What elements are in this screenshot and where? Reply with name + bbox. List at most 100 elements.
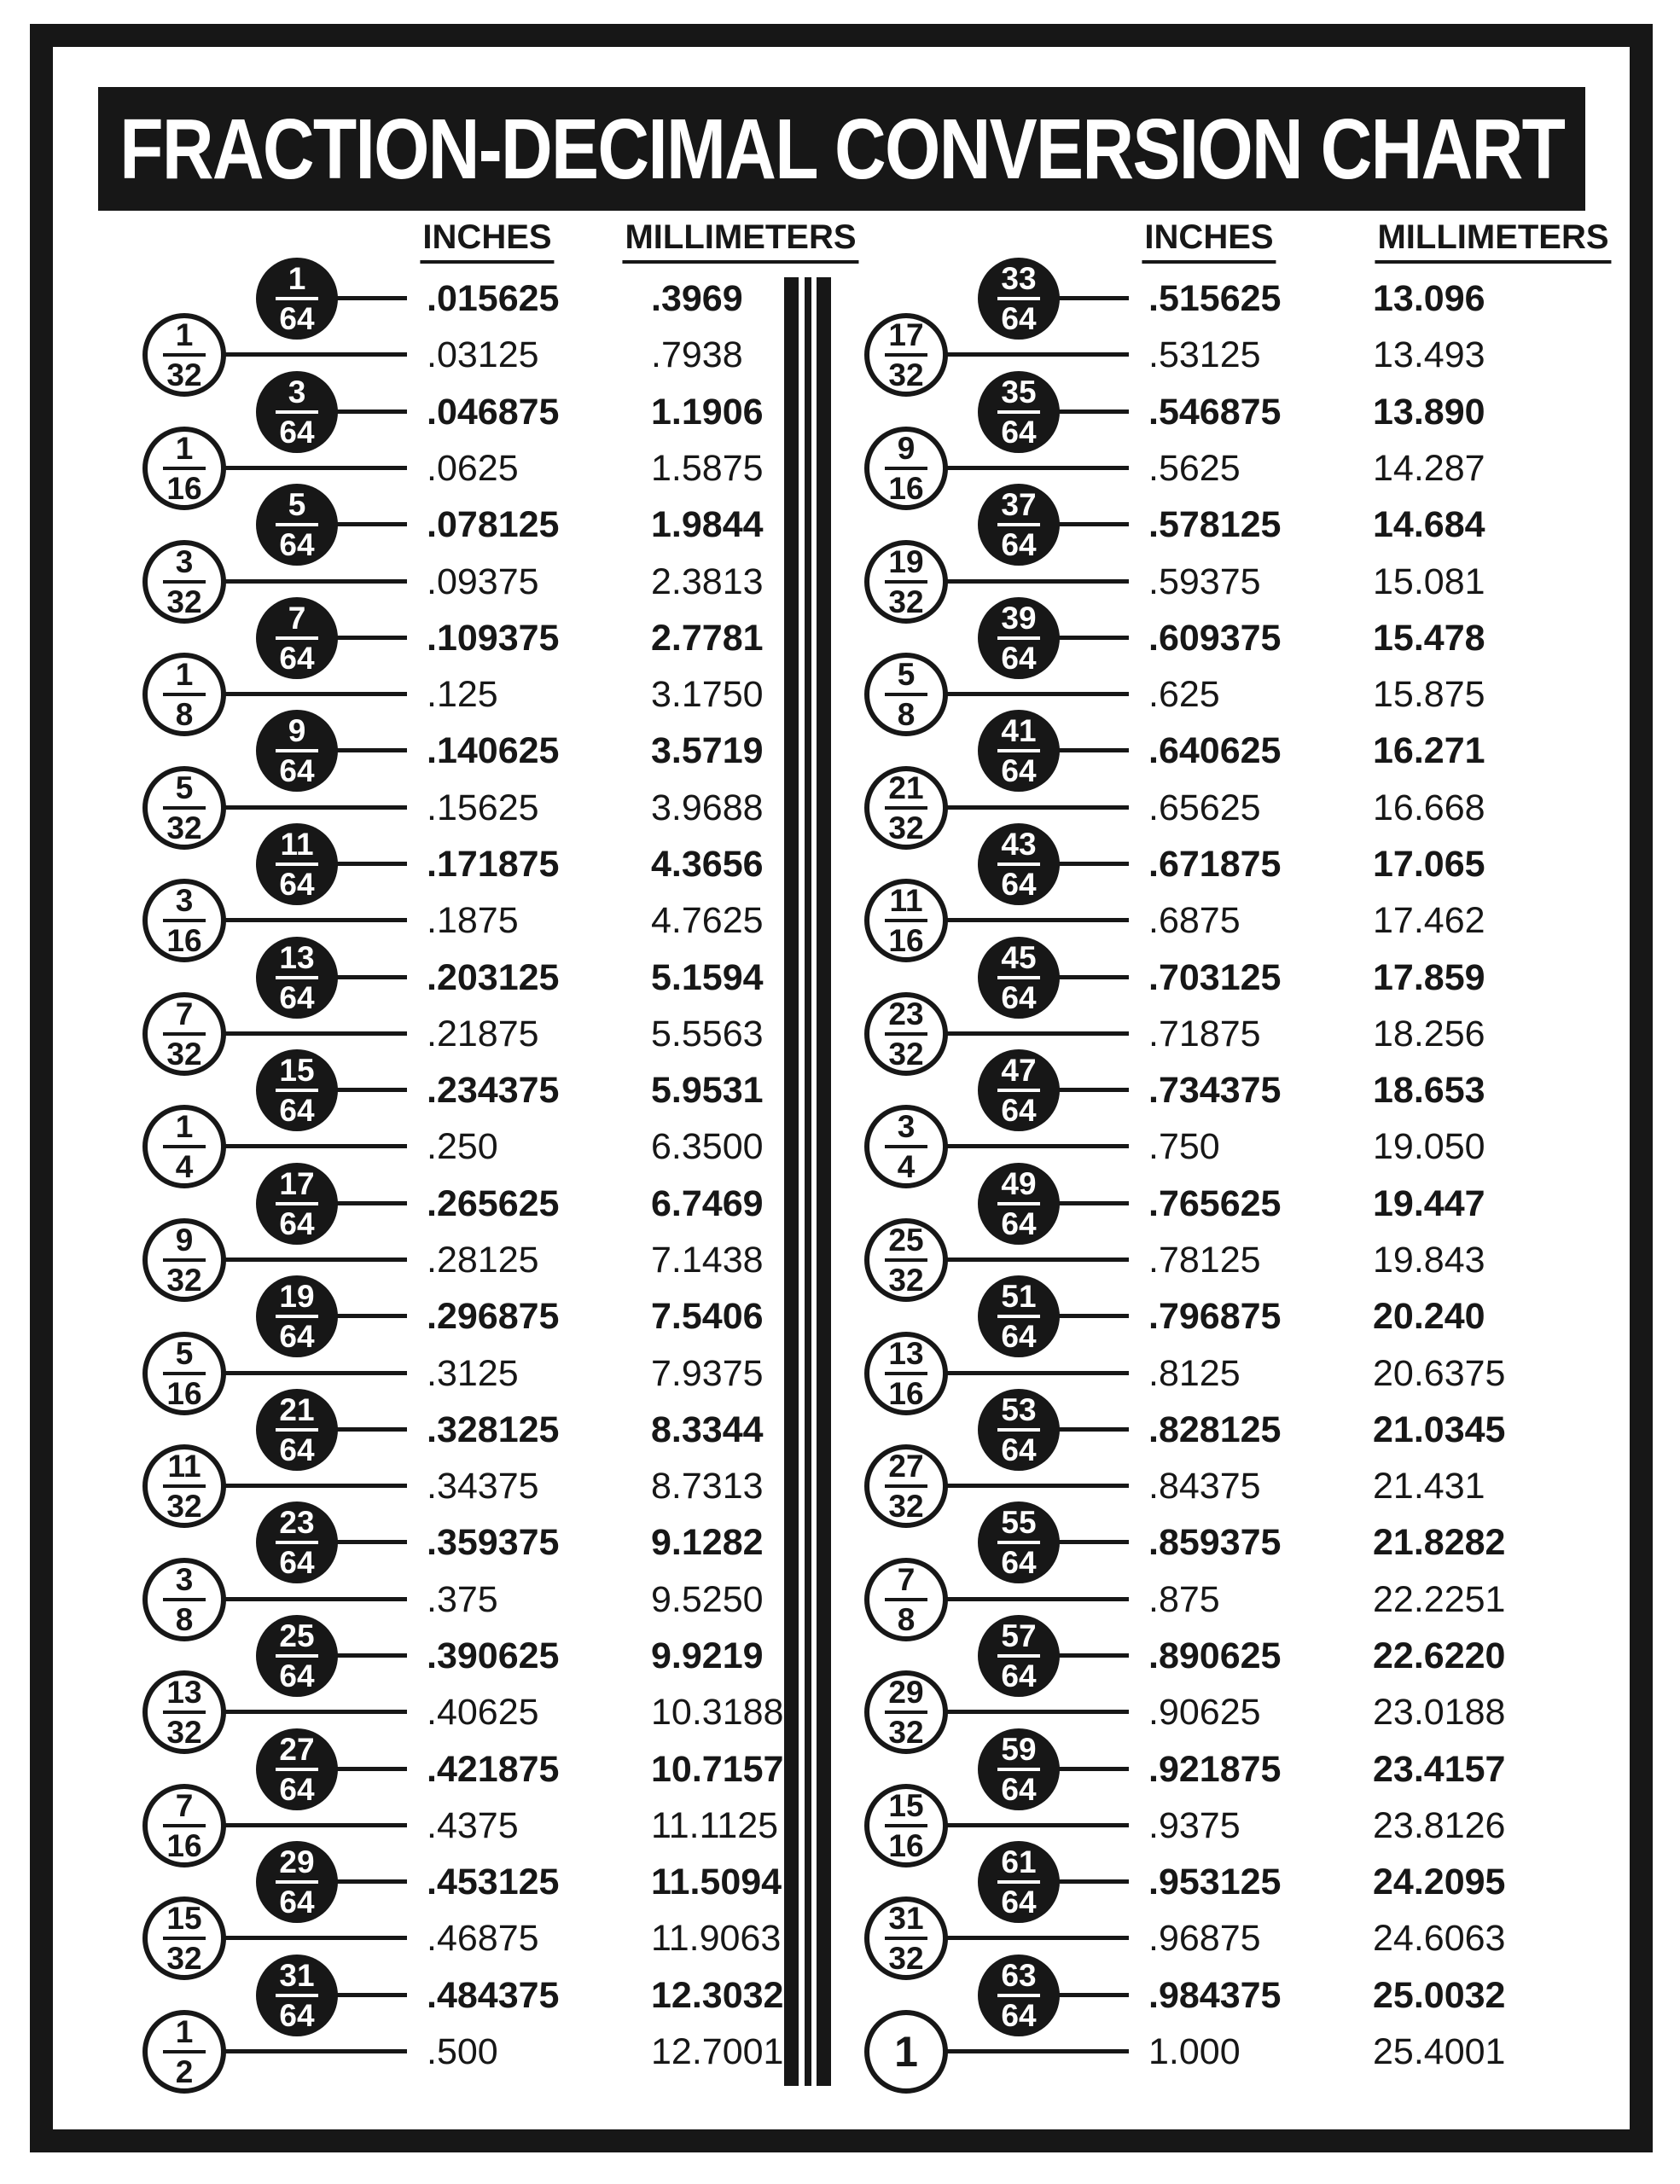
- fraction-denominator: 64: [1001, 1658, 1037, 1693]
- inches-value: .140625: [427, 730, 560, 772]
- inches-value: .671875: [1148, 843, 1282, 885]
- connector-line: [941, 465, 1129, 470]
- fraction-bar: [885, 1597, 927, 1601]
- mm-value: 6.7469: [651, 1182, 764, 1224]
- mm-value: 17.462: [1373, 900, 1485, 942]
- inches-value: .4375: [427, 1804, 519, 1846]
- fraction-circle: 47 64: [978, 1049, 1060, 1132]
- fraction-circle: 55 64: [978, 1502, 1060, 1584]
- fraction-circle: 11 16: [864, 879, 948, 963]
- fraction-bar: [997, 749, 1040, 753]
- fraction-numerator: 45: [1001, 939, 1037, 975]
- inches-value: .625: [1148, 674, 1220, 715]
- fraction-denominator: 64: [1001, 1205, 1037, 1241]
- fraction-numerator: 1: [175, 657, 194, 692]
- fraction-numerator: 13: [279, 939, 315, 975]
- fraction-numerator: 1: [175, 1109, 194, 1145]
- mm-value: 20.240: [1373, 1296, 1485, 1338]
- fraction-circle: 21 64: [256, 1388, 338, 1471]
- mm-value: 22.2251: [1373, 1578, 1506, 1620]
- inches-value: .078125: [427, 504, 560, 546]
- mm-value: 10.7157: [651, 1748, 784, 1790]
- fraction-bar: [276, 1089, 318, 1093]
- connector-line: [331, 296, 407, 300]
- fraction-circle: 11 64: [256, 822, 338, 905]
- connector-line: [1053, 409, 1129, 414]
- inches-value: .390625: [427, 1635, 560, 1676]
- fraction-denominator: 64: [1001, 753, 1037, 789]
- mm-value: 5.5563: [651, 1013, 764, 1054]
- inches-value: .765625: [1148, 1182, 1282, 1224]
- connector-line: [331, 1540, 407, 1545]
- fraction-circle: 9 16: [864, 426, 948, 510]
- fraction-bar: [163, 1597, 206, 1601]
- connector-line: [941, 1596, 1129, 1601]
- fraction-denominator: 16: [888, 1827, 924, 1863]
- fraction-denominator: 64: [279, 1658, 315, 1693]
- fraction-bar: [163, 693, 206, 696]
- fraction-numerator: 3: [175, 543, 194, 579]
- fraction-bar: [163, 1031, 206, 1036]
- fraction-denominator: 32: [166, 1262, 202, 1298]
- fraction-circle: 3 16: [142, 879, 226, 963]
- fraction-numerator: 29: [888, 1675, 924, 1711]
- connector-line: [1053, 1540, 1129, 1545]
- fraction-numerator: 3: [897, 1109, 916, 1145]
- mm-value: 14.684: [1373, 504, 1485, 546]
- fraction-bar: [885, 466, 927, 470]
- mm-value: 8.3344: [651, 1409, 764, 1450]
- fraction-numerator: 33: [1001, 261, 1037, 296]
- fraction-denominator: 8: [897, 1601, 916, 1637]
- connector-line: [219, 1370, 407, 1375]
- fraction-circle: 53 64: [978, 1388, 1060, 1471]
- fraction-circle: 5 16: [142, 1331, 226, 1415]
- mm-value: 3.5719: [651, 730, 764, 772]
- fraction-circle: 3 32: [142, 539, 226, 624]
- inches-value: .109375: [427, 617, 560, 659]
- mm-value: 10.3188: [651, 1692, 784, 1734]
- fraction-bar: [276, 1541, 318, 1545]
- mm-value: 5.1594: [651, 956, 764, 998]
- fraction-circle: 45 64: [978, 936, 1060, 1019]
- fraction-denominator: 4: [897, 1149, 916, 1185]
- fraction-denominator: 64: [1001, 1545, 1037, 1581]
- fraction-denominator: 64: [1001, 1997, 1037, 2033]
- mm-value: 9.1282: [651, 1522, 764, 1564]
- mm-value: 11.1125: [651, 1804, 779, 1846]
- inches-value: .21875: [427, 1013, 539, 1054]
- fraction-numerator: 5: [288, 487, 306, 523]
- connector-line: [331, 1200, 407, 1205]
- fraction-denominator: 16: [166, 1375, 202, 1411]
- inches-value: .40625: [427, 1692, 539, 1734]
- fraction-denominator: 16: [888, 1375, 924, 1411]
- inches-value: .890625: [1148, 1635, 1282, 1676]
- fraction-denominator: 32: [888, 1489, 924, 1525]
- inches-value: .609375: [1148, 617, 1282, 659]
- connector-line: [1053, 748, 1129, 753]
- fraction-circle: 29 64: [256, 1841, 338, 1924]
- fraction-circle: 1 32: [142, 313, 226, 398]
- inches-value: .328125: [427, 1409, 560, 1450]
- fraction-bar: [276, 1315, 318, 1319]
- fraction-numerator: 63: [1001, 1957, 1037, 1993]
- fraction-bar: [163, 1484, 206, 1489]
- fraction-bar: [997, 1427, 1040, 1432]
- fraction-numerator: 5: [897, 657, 916, 692]
- fraction-numerator: 29: [279, 1844, 315, 1880]
- mm-value: 20.6375: [1373, 1352, 1506, 1394]
- mm-value: 7.5406: [651, 1296, 764, 1338]
- fraction-numerator: 1: [175, 2014, 194, 2049]
- fraction-bar: [163, 353, 206, 357]
- fraction-denominator: 64: [1001, 527, 1037, 563]
- inches-value: .953125: [1148, 1862, 1282, 1903]
- connector-line: [219, 1822, 407, 1827]
- mm-value: 16.271: [1373, 730, 1485, 772]
- inches-value: .265625: [427, 1182, 560, 1224]
- fraction-circle: 61 64: [978, 1841, 1060, 1924]
- connector-line: [1053, 861, 1129, 866]
- connector-line: [219, 1710, 407, 1715]
- fraction-denominator: 32: [166, 810, 202, 845]
- connector-line: [941, 1822, 1129, 1827]
